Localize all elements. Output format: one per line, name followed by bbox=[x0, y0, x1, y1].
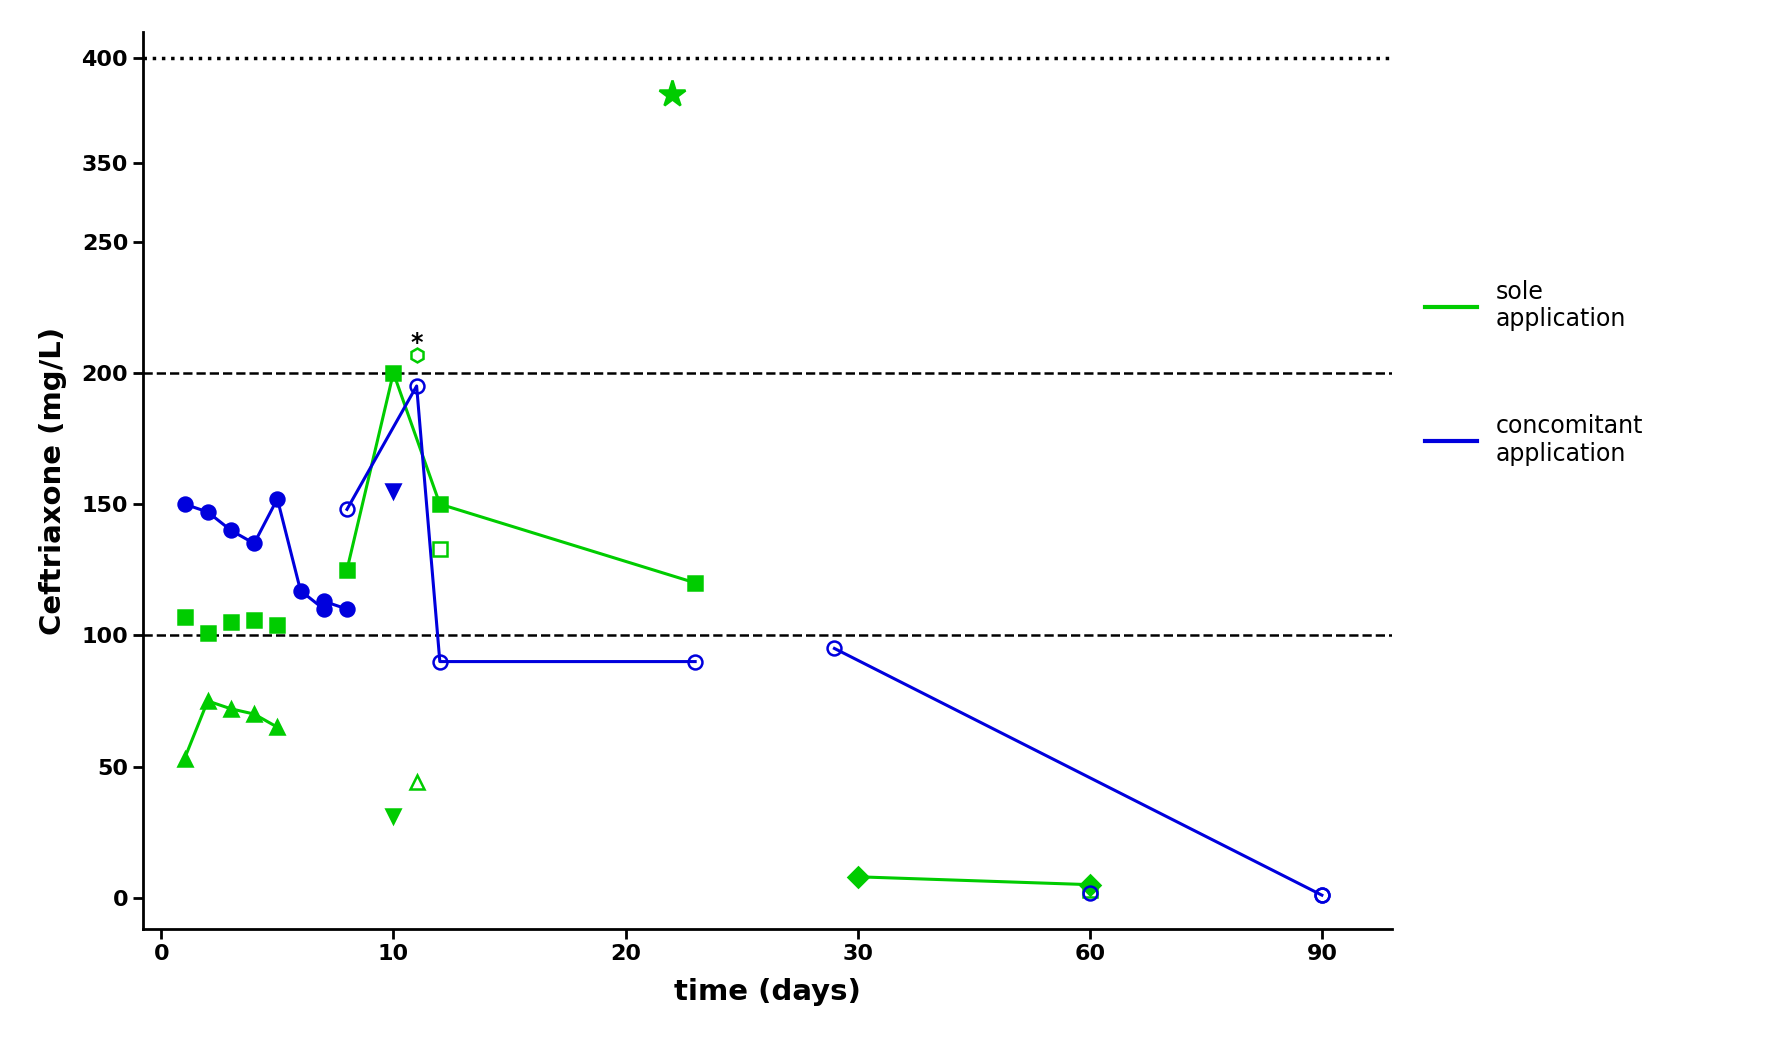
Y-axis label: Ceftriaxone (mg/L): Ceftriaxone (mg/L) bbox=[39, 326, 68, 635]
Text: *: * bbox=[410, 331, 423, 355]
X-axis label: time (days): time (days) bbox=[674, 978, 860, 1005]
Legend: sole
application, concomitant
application: sole application, concomitant applicatio… bbox=[1416, 270, 1654, 475]
